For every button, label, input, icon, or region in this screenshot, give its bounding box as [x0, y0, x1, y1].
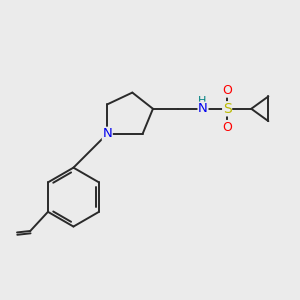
Text: S: S [223, 102, 232, 116]
Text: O: O [222, 121, 232, 134]
Text: N: N [198, 102, 208, 115]
Text: N: N [102, 127, 112, 140]
Text: H: H [198, 95, 206, 106]
Text: O: O [222, 84, 232, 97]
